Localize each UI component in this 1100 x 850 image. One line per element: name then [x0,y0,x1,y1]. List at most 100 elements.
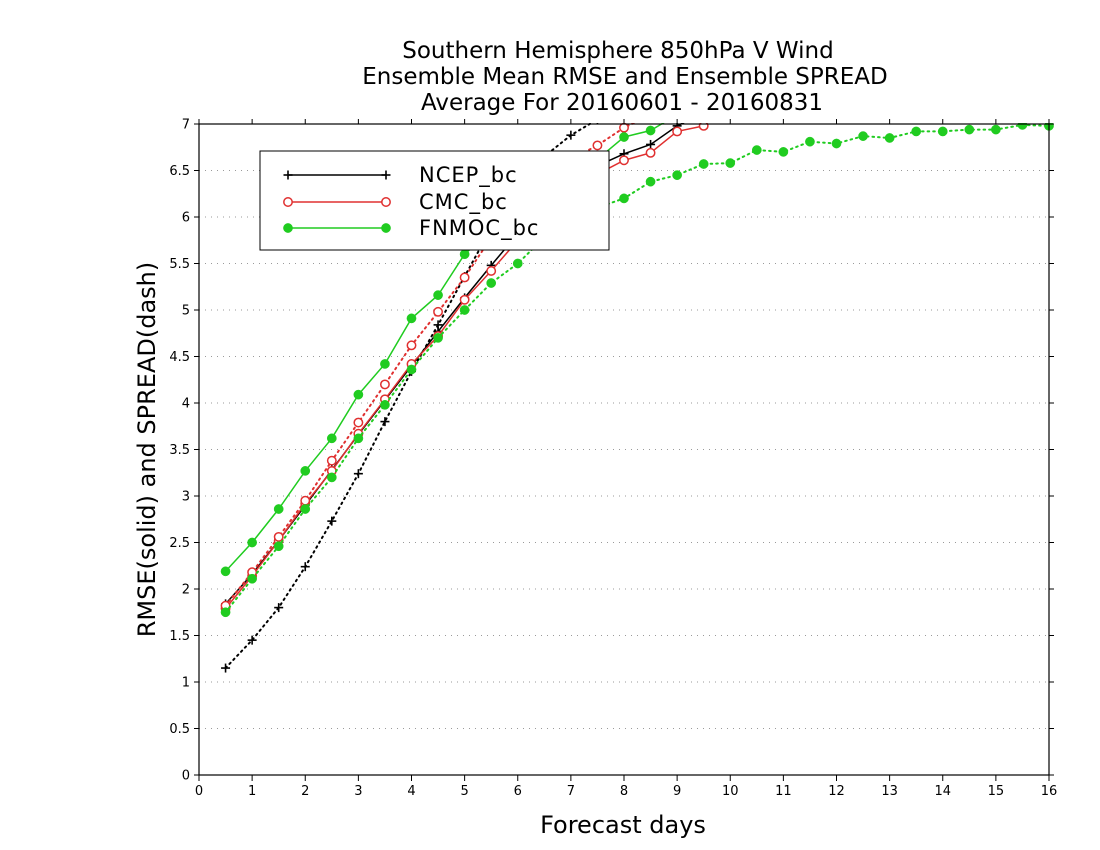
x-tick-label: 1 [248,784,256,799]
x-tick-label: 4 [407,784,415,799]
x-tick-label: 5 [460,784,468,799]
FNMOC_bc-rmse-point [247,537,257,548]
NCEP_bc-spread-point [247,635,257,645]
CMC_bc-spread-point [406,340,417,351]
y-axis-title: RMSE(solid) and SPREAD(dash) [133,262,161,638]
y-tick-label: 0.5 [169,722,190,737]
FNMOC_bc-spread-point [619,193,629,204]
y-tick-label: 3 [182,490,190,505]
gridlines [199,170,1049,729]
FNMOC_bc-spread-point [380,400,390,410]
NCEP_bc-spread-point [274,603,284,613]
FNMOC_bc-rmse-point [353,389,364,400]
CMC_bc-rmse-point [459,294,470,305]
y-tick-label: 0 [182,769,190,784]
FNMOC_bc-spread-point [247,573,257,584]
y-tick-label: 6.5 [169,164,190,179]
FNMOC_bc-spread-point [220,607,231,618]
y-tick-label: 7 [182,118,190,133]
FNMOC_bc-spread-point [751,145,762,155]
legend-swatch-marker [381,223,391,233]
NCEP_bc-rmse-point [646,139,656,149]
axis-ticks: 00.511.522.533.544.555.566.570 1 2 3 4 5 6 7 8 9 1… [169,118,1057,800]
chart-title-line-3: Average For 20160601 - 20160831 [421,90,823,116]
x-tick-label: 16 [1041,784,1058,799]
FNMOC_bc-spread-point [937,126,948,137]
FNMOC_bc-spread-point [459,305,470,315]
x-tick-label: 11 [775,784,792,799]
FNMOC_bc-spread-point [725,158,736,168]
x-tick-label: 8 [620,784,628,799]
FNMOC_bc-spread-point [778,147,789,157]
legend-swatch-marker [381,197,391,207]
legend-item-FNMOC_bc: FNMOC_bc [283,216,539,241]
NCEP_bc-spread-point [221,663,231,673]
chart-title-line-1: Southern Hemisphere 850hPa V Wind [402,38,833,64]
y-tick-label: 5.5 [169,257,190,272]
FNMOC_bc-spread-point [911,126,922,137]
series-layer [220,123,1054,673]
FNMOC_bc-spread-point [858,131,868,141]
NCEP_bc-spread-point [300,562,310,572]
FNMOC_bc-rmse-point [619,132,629,142]
legend-label: CMC_bc [419,190,508,215]
y-tick-label: 3.5 [169,443,190,458]
FNMOC_bc-spread-point [831,138,842,149]
CMC_bc-spread-point [326,455,337,466]
FNMOC_bc-spread-point [991,124,1001,135]
FNMOC_bc-rmse-point [459,249,470,260]
legend-item-NCEP_bc: NCEP_bc [283,163,518,188]
FNMOC_bc-spread-point [326,472,337,483]
CMC_bc-rmse-point [486,265,497,276]
CMC_bc-rmse-point [672,126,683,137]
FNMOC_bc-rmse-point [220,566,231,577]
y-tick-label: 4.5 [169,350,190,365]
NCEP_bc-spread-point [596,123,599,124]
legend-item-CMC_bc: CMC_bc [283,190,508,215]
CMC_bc-spread-point [592,140,603,151]
FNMOC_bc-rmse-point [406,313,417,324]
FNMOC_bc-spread-point [512,258,523,269]
y-tick-label: 4 [182,397,190,412]
FNMOC_bc-rmse-point [433,290,443,300]
FNMOC_bc-spread-point [406,364,417,375]
FNMOC_bc-rmse-point [300,466,311,476]
legend-swatch-marker [283,197,293,207]
x-tick-label: 7 [567,784,575,799]
CMC_bc-spread-point [433,306,444,317]
x-tick-label: 12 [828,784,845,799]
y-tick-label: 1 [182,676,190,691]
FNMOC_bc-rmse-point [273,504,284,514]
x-axis-title: Forecast days [540,811,706,839]
legend-label: NCEP_bc [419,163,518,188]
FNMOC_bc-spread-point [698,159,709,169]
CMC_bc-spread-point [353,417,364,428]
CMC_bc-spread-point [300,495,311,506]
y-tick-label: 6 [182,211,190,226]
FNMOC_bc-spread-point [964,124,975,135]
FNMOC_bc-spread-point [645,176,656,187]
FNMOC_bc-spread-point [353,433,364,444]
NCEP_bc-spread-point [380,417,390,427]
FNMOC_bc-spread-point [672,170,682,180]
CMC_bc-rmse-point [645,147,656,158]
FNMOC_bc-rmse-point [380,359,390,369]
x-tick-label: 13 [881,784,898,799]
x-tick-label: 2 [301,784,309,799]
x-tick-label: 15 [988,784,1005,799]
CMC_bc-rmse-point [619,155,629,166]
x-tick-label: 10 [722,784,739,799]
CMC_bc-rmse-point [698,123,709,131]
legend-label: FNMOC_bc [419,216,539,241]
CMC_bc-spread-point [619,123,629,133]
FNMOC_bc-rmse-point [645,125,656,136]
CMC_bc-spread-point [273,531,284,542]
y-tick-label: 2.5 [169,536,190,551]
FNMOC_bc-spread-point [433,333,443,343]
NCEP_bc-spread-point [433,320,443,330]
x-tick-label: 6 [514,784,522,799]
x-tick-label: 14 [934,784,951,799]
x-tick-label: 3 [354,784,362,799]
CMC_bc-spread-point [459,272,470,283]
